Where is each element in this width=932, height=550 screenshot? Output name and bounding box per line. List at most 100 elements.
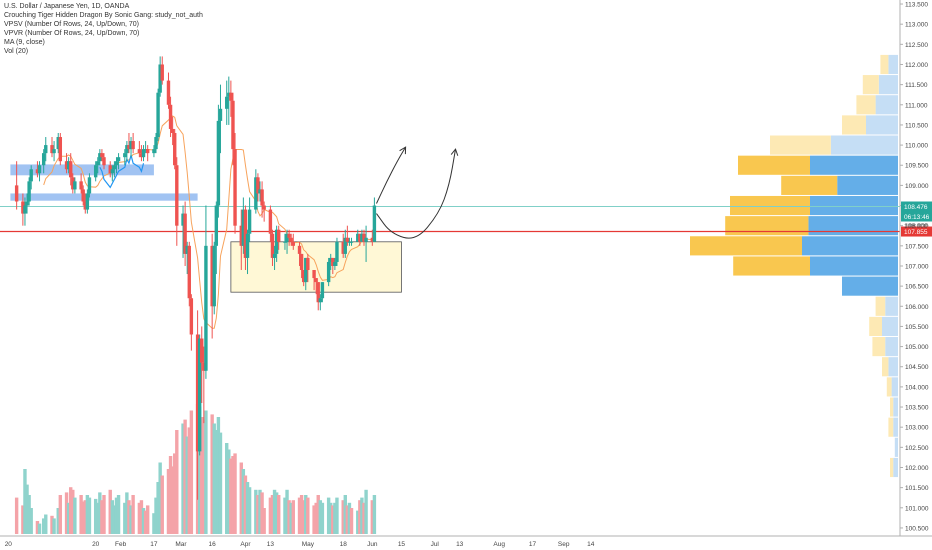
candle-body xyxy=(173,132,177,166)
volume-bar xyxy=(291,500,295,534)
projection-path xyxy=(376,146,407,204)
candle-body xyxy=(139,153,144,158)
time-tick-label: Aug xyxy=(493,541,505,548)
volume-bar xyxy=(131,495,135,534)
candle-body xyxy=(170,128,175,133)
volume-bar xyxy=(214,430,219,534)
price-tick-label: 101.500 xyxy=(905,485,929,492)
volume-bar xyxy=(358,500,362,534)
volume-profile-down xyxy=(875,296,886,316)
volume-bar xyxy=(181,423,185,534)
time-tick-label: 15 xyxy=(398,541,406,548)
price-tick-label: 112.500 xyxy=(905,42,928,49)
volume-bar xyxy=(347,502,352,534)
volume-bar xyxy=(141,508,146,534)
volume-bar xyxy=(320,502,325,534)
volume-bar xyxy=(231,456,235,534)
candle-body xyxy=(218,108,223,121)
candle-body xyxy=(239,225,243,246)
candle-body xyxy=(27,181,31,202)
volume-bar xyxy=(139,500,144,534)
candle-body xyxy=(258,189,262,194)
volume-bar xyxy=(160,475,164,534)
current-price-tag-bg xyxy=(901,201,932,212)
candle-body xyxy=(81,189,85,202)
volume-bar xyxy=(306,497,310,534)
time-tick-label: Sep xyxy=(558,541,570,548)
candle-body xyxy=(129,141,133,150)
volume-bar xyxy=(233,453,237,534)
candle-body xyxy=(187,245,191,299)
volume-bar xyxy=(287,500,291,534)
candle-body xyxy=(50,145,54,154)
volume-bar xyxy=(210,414,214,534)
volume-bar xyxy=(110,500,115,534)
volume-bar xyxy=(93,498,98,534)
candle-body xyxy=(79,181,83,190)
volume-bar xyxy=(202,419,206,534)
volume-profile-up xyxy=(810,256,898,276)
volume-bar xyxy=(360,497,364,534)
candle-body xyxy=(64,161,69,170)
volume-bar xyxy=(41,518,46,534)
candle-body xyxy=(316,282,320,303)
candle-body xyxy=(143,149,148,151)
volume-bar xyxy=(239,462,243,534)
price-tick-label: 103.500 xyxy=(905,405,929,412)
volume-bar xyxy=(85,495,90,534)
candle-body xyxy=(214,205,219,246)
volume-bar xyxy=(183,419,187,534)
volume-bar xyxy=(272,489,277,534)
candle-body xyxy=(204,245,208,371)
price-tick-label: 104.500 xyxy=(905,364,929,371)
candle-body xyxy=(241,209,246,246)
volume-bar xyxy=(98,492,102,534)
time-tick-label: 17 xyxy=(529,541,537,548)
indicator-label: Vol (20) xyxy=(4,48,29,55)
volume-bar xyxy=(81,501,85,534)
volume-bar xyxy=(204,410,208,534)
volume-bar xyxy=(262,508,266,534)
candle-body xyxy=(189,298,194,335)
volume-profile-up xyxy=(893,417,898,437)
candle-body xyxy=(98,153,102,162)
time-tick-label: 13 xyxy=(456,541,464,548)
time-tick-label: Jul xyxy=(431,541,440,548)
volume-profile-up xyxy=(894,437,898,457)
volume-bar xyxy=(277,495,281,534)
volume-profile-up xyxy=(830,135,898,155)
volume-bar xyxy=(129,505,133,534)
candle-body xyxy=(245,233,250,258)
volume-profile-up xyxy=(837,175,898,195)
price-tick-label: 107.000 xyxy=(905,263,929,270)
volume-bar xyxy=(79,495,83,534)
volume-bar xyxy=(73,497,77,534)
candle-body xyxy=(73,181,77,190)
volume-bar xyxy=(345,505,350,534)
volume-bar xyxy=(364,489,368,534)
price-tick-label: 105.000 xyxy=(905,344,929,351)
volume-profile-up xyxy=(893,457,898,478)
volume-bar xyxy=(189,410,194,534)
volume-bar xyxy=(245,482,250,534)
time-tick-label: Mar xyxy=(175,541,187,548)
volume-bar xyxy=(331,505,335,534)
volume-bar xyxy=(25,484,29,534)
candle-body xyxy=(283,241,287,243)
price-tick-label: 102.500 xyxy=(905,445,929,452)
candle-body xyxy=(291,241,295,246)
time-tick-label: 14 xyxy=(587,541,595,548)
volume-bar xyxy=(218,432,223,534)
volume-profile-down xyxy=(738,155,810,175)
candle-body xyxy=(181,213,185,226)
candle-body xyxy=(175,165,179,226)
candle-body xyxy=(301,270,306,283)
volume-bar xyxy=(145,505,150,534)
candle-body xyxy=(225,96,229,109)
candle-body xyxy=(156,92,160,138)
candle-body xyxy=(114,161,119,166)
volume-bar xyxy=(285,489,289,534)
volume-profile-down xyxy=(770,135,831,155)
